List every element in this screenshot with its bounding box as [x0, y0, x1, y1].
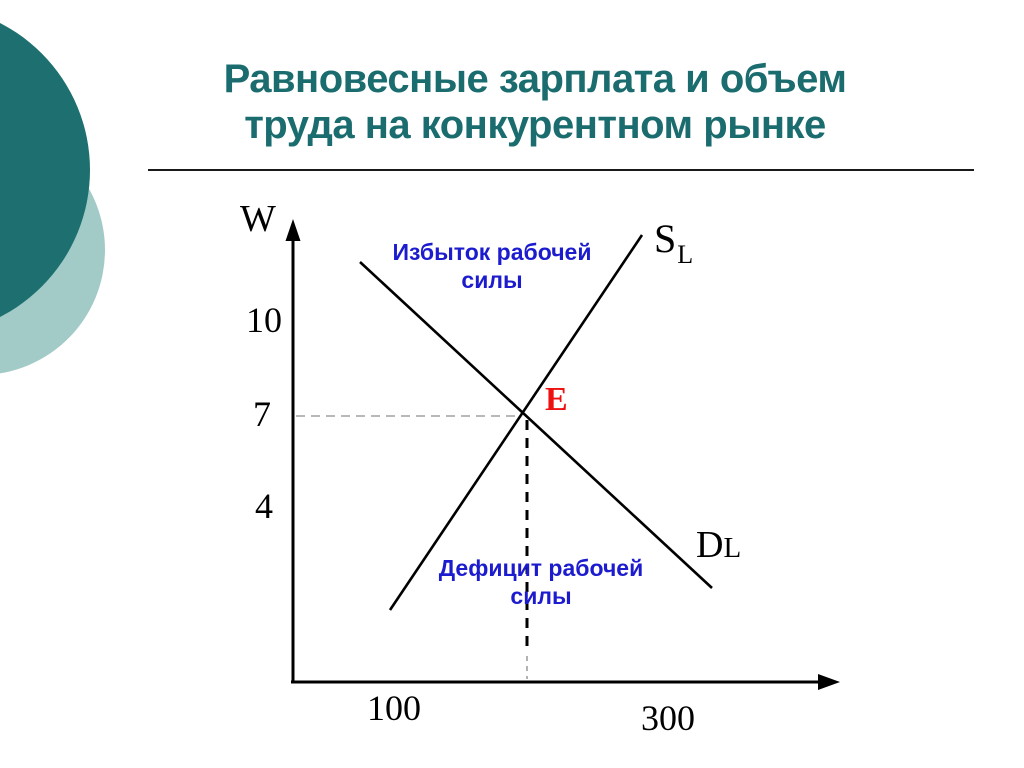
y-tick-4: 4 — [255, 486, 273, 526]
x-tick-100: 100 — [367, 688, 421, 728]
equilibrium-point-label: E — [545, 381, 568, 418]
supply-label-subscript: L — [677, 240, 694, 269]
title-underline — [148, 169, 974, 171]
surplus-annotation-line1: Избыток рабочей — [392, 239, 592, 265]
y-tick-7: 7 — [253, 394, 271, 434]
shortage-annotation-line2: силы — [510, 583, 572, 609]
demand-label-subscript: L — [723, 532, 742, 564]
y-axis-label: W — [240, 198, 276, 240]
demand-curve — [359, 261, 713, 589]
shortage-annotation-line1: Дефицит рабочей — [438, 555, 644, 581]
supply-curve-label: SL — [654, 216, 693, 269]
demand-label-main: D — [696, 524, 724, 566]
surplus-annotation-line2: силы — [461, 267, 523, 293]
demand-curve-label: DL — [696, 524, 742, 566]
shortage-annotation: Дефицит рабочей силы — [420, 554, 662, 610]
supply-label-main: S — [654, 216, 677, 261]
surplus-annotation: Избыток рабочей силы — [371, 238, 613, 294]
x-axis-arrowhead-icon — [818, 674, 840, 690]
y-tick-10: 10 — [246, 300, 282, 340]
slide-title-line1: Равновесные зарплата и объем — [223, 57, 847, 101]
slide-title-line2: труда на конкурентном рынке — [244, 103, 826, 147]
y-axis-arrowhead-icon — [285, 219, 301, 241]
slide-title: Равновесные зарплата и объем труда на ко… — [130, 56, 940, 148]
x-tick-300: 300 — [641, 698, 695, 738]
supply-curve — [388, 234, 644, 611]
